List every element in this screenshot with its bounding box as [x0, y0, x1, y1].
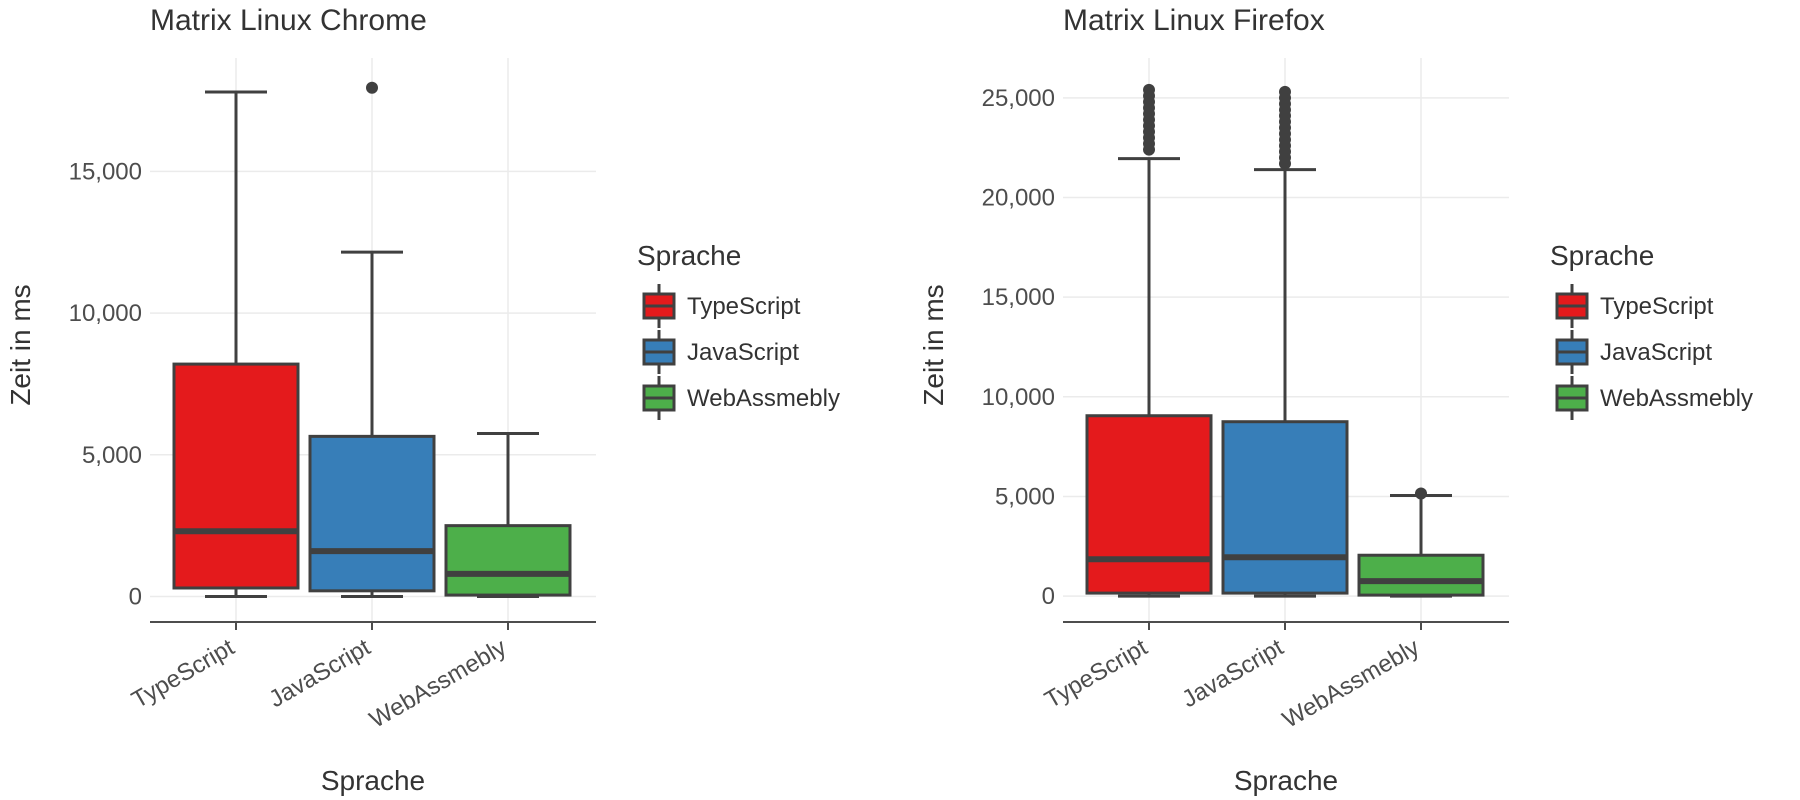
legend-label-typescript: TypeScript: [687, 293, 801, 320]
y-tick-label: 10,000: [982, 384, 1055, 411]
chart-title: Matrix Linux Chrome: [150, 4, 427, 37]
outlier-point: [1415, 487, 1427, 500]
y-tick-label: 25,000: [982, 85, 1055, 112]
box-body: [1085, 414, 1213, 595]
legend-label-javascript: JavaScript: [687, 339, 799, 366]
box-javascript: [308, 81, 436, 598]
x-tick-label-typescript: TypeScript: [1040, 634, 1152, 714]
x-axis-title: Sprache: [321, 765, 425, 796]
x-tick-label-webassmebly: WebAssmebly: [365, 634, 511, 734]
legend-label-javascript: JavaScript: [1600, 339, 1712, 366]
outlier-point: [366, 81, 378, 94]
y-tick-label: 15,000: [982, 284, 1055, 311]
chart-panel-firefox: 0 5,000 10,000 15,000 20,000 25,000 TypeScript…: [918, 4, 1753, 796]
x-tick-label-webassmebly: WebAssmebly: [1278, 634, 1424, 734]
box-body: [1221, 420, 1349, 595]
box-typescript: [1085, 83, 1213, 598]
y-tick-label: 15,000: [69, 158, 142, 185]
legend-key-javascript: [1555, 330, 1589, 374]
box-webassmebly: [1357, 487, 1485, 598]
box-body: [1357, 553, 1485, 597]
legend-title: Sprache: [1550, 240, 1654, 271]
y-tick-label: 5,000: [82, 442, 142, 469]
legend: Sprache TypeScript JavaScript WebAssmebly: [637, 240, 840, 420]
outlier-point: [1279, 85, 1291, 98]
legend-key-typescript: [642, 284, 676, 328]
y-tick-label: 5,000: [995, 483, 1055, 510]
y-tick-label: 0: [129, 583, 142, 610]
box-webassmebly: [444, 432, 572, 598]
box-body: [444, 524, 572, 597]
y-tick-label: 0: [1042, 583, 1055, 610]
legend-label-webassmebly: WebAssmebly: [1600, 385, 1753, 412]
x-axis-title: Sprache: [1234, 765, 1338, 796]
legend-key-javascript: [642, 330, 676, 374]
legend-key-webassmebly: [642, 376, 676, 420]
y-tick-label: 10,000: [69, 300, 142, 327]
x-tick-label-javascript: JavaScript: [264, 634, 375, 714]
box-body: [172, 362, 300, 590]
y-axis-title: Zeit in ms: [5, 284, 36, 405]
y-axis-title: Zeit in ms: [918, 284, 949, 405]
x-tick-label-typescript: TypeScript: [127, 634, 239, 714]
legend-key-typescript: [1555, 284, 1589, 328]
x-tick-label-javascript: JavaScript: [1177, 634, 1288, 714]
box-javascript: [1221, 85, 1349, 598]
y-tick-label: 20,000: [982, 185, 1055, 212]
outlier-point: [1143, 83, 1155, 96]
legend-label-typescript: TypeScript: [1600, 293, 1714, 320]
legend: Sprache TypeScript JavaScript WebAssmebly: [1550, 240, 1753, 420]
chart-title: Matrix Linux Firefox: [1063, 4, 1325, 37]
box-body: [308, 434, 436, 593]
legend-label-webassmebly: WebAssmebly: [687, 385, 840, 412]
box-typescript: [172, 90, 300, 598]
legend-key-webassmebly: [1555, 376, 1589, 420]
legend-title: Sprache: [637, 240, 741, 271]
